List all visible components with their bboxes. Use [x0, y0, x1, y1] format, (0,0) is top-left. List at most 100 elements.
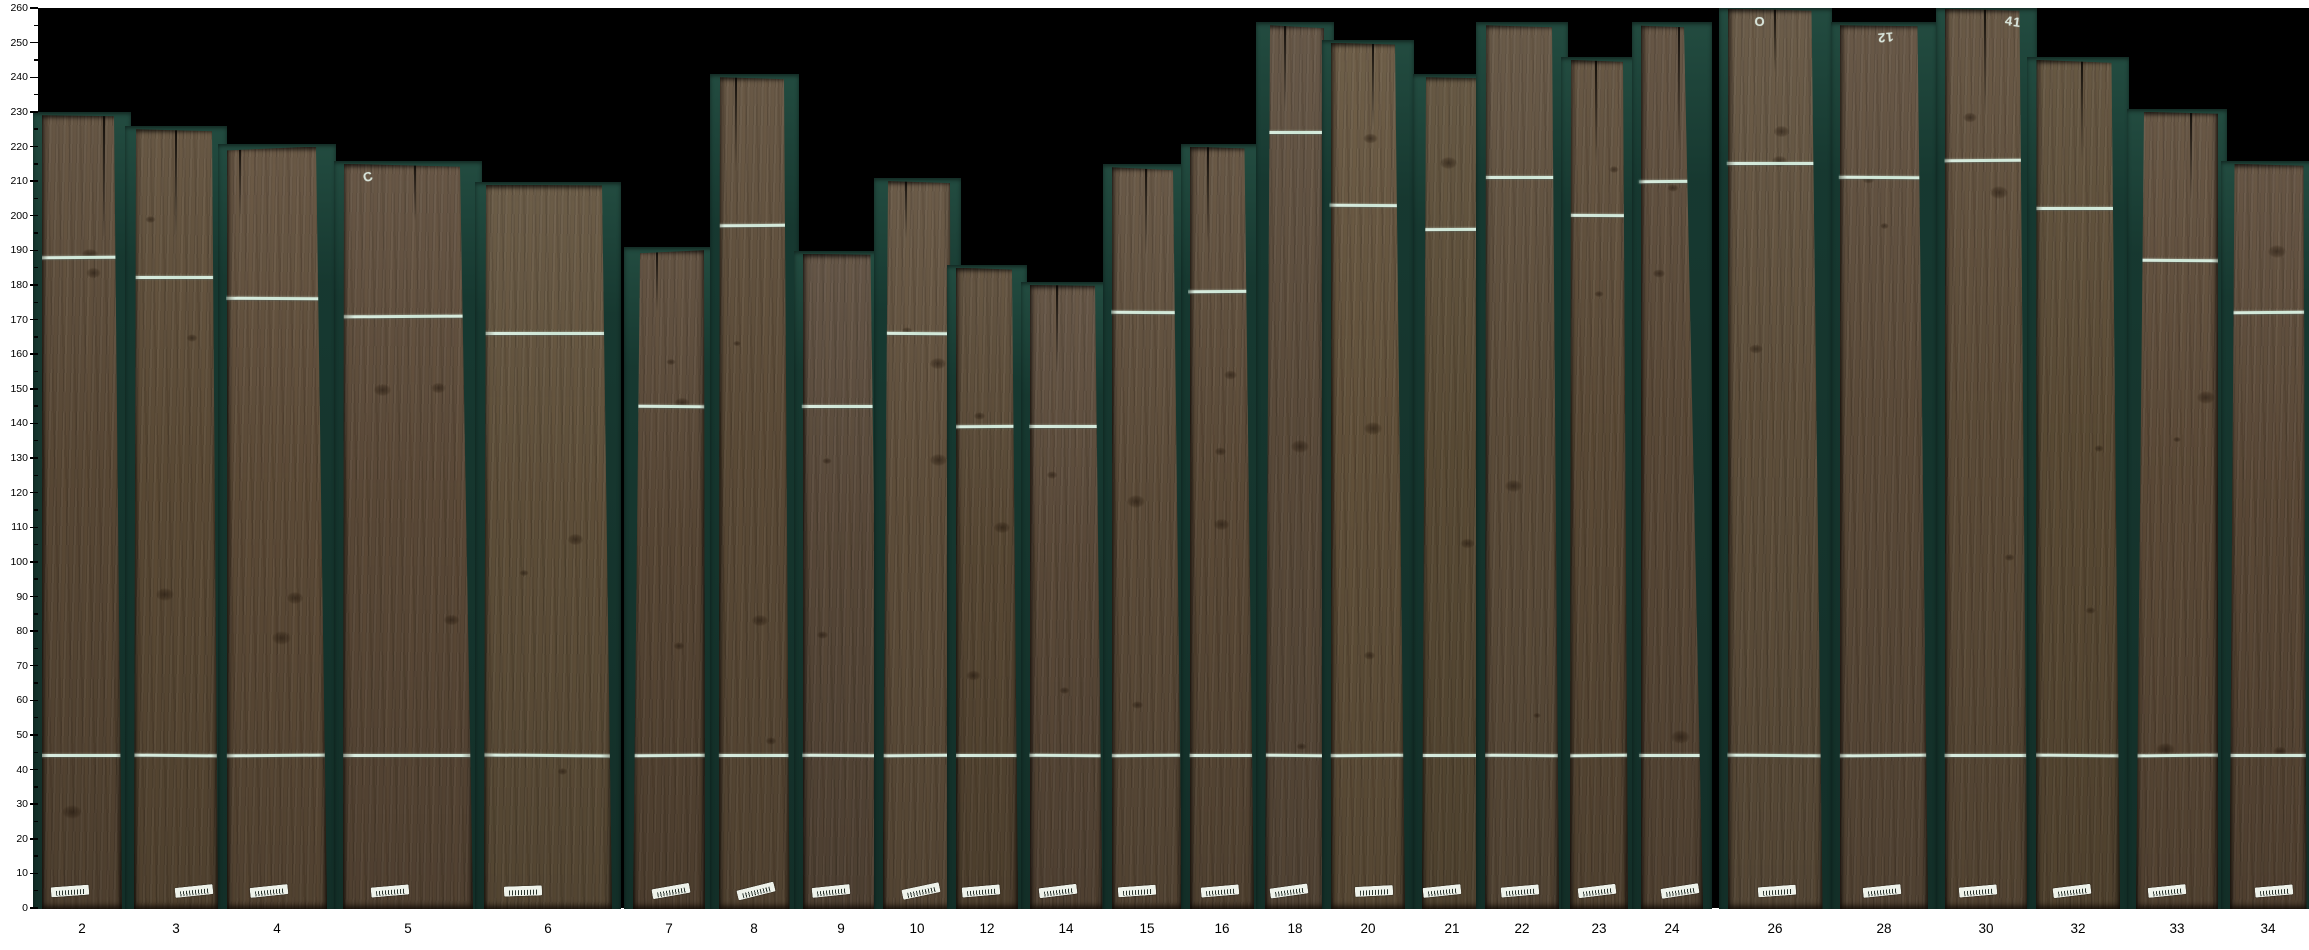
- x-category-label: 10: [909, 921, 925, 936]
- x-category-label: 9: [837, 921, 845, 936]
- barcode-sticker: [1757, 884, 1797, 898]
- wood-crack: [1055, 284, 1058, 373]
- y-major-tick: [30, 249, 38, 252]
- x-category-label: 30: [1978, 921, 1994, 936]
- y-tick-label: 220: [10, 140, 28, 153]
- upper-chalk-line: [484, 331, 612, 335]
- upper-chalk-line: [1485, 176, 1559, 180]
- x-category-label: 6: [544, 921, 552, 936]
- y-major-tick: [30, 422, 38, 425]
- y-minor-tick: [33, 336, 38, 338]
- wood-knot: [441, 612, 462, 627]
- y-minor-tick: [33, 59, 38, 61]
- y-tick-label: 30: [16, 798, 28, 811]
- upper-chalk-line: [1265, 131, 1325, 135]
- y-minor-tick: [33, 889, 38, 892]
- y-tick-label: 40: [16, 763, 28, 776]
- barcode-sticker: [50, 884, 90, 898]
- chalk-scribble: O: [1754, 13, 1766, 29]
- y-tick-label: 240: [10, 71, 28, 84]
- x-category-label: 26: [1767, 921, 1783, 936]
- wood-knot: [972, 410, 987, 421]
- board-photo: 12: [1838, 25, 1928, 909]
- y-major-tick: [30, 318, 38, 321]
- wood-knot: [1130, 700, 1145, 711]
- wood-knot: [1770, 123, 1792, 139]
- wood-knot: [2002, 552, 2016, 562]
- wood-knot: [1986, 183, 2011, 201]
- y-minor-tick: [33, 128, 38, 130]
- wood-knot: [2084, 605, 2097, 615]
- y-major-tick: [30, 561, 38, 563]
- x-category-label: 14: [1058, 921, 1074, 936]
- wood-knot: [1746, 342, 1765, 355]
- wood-knot: [518, 568, 530, 577]
- wood-crack: [103, 115, 105, 244]
- wood-knot: [79, 247, 101, 263]
- wood-crack: [239, 146, 241, 220]
- lower-chalk-line: [2229, 754, 2307, 758]
- y-major-tick: [30, 664, 38, 667]
- y-major-tick: [30, 180, 38, 182]
- wood-knot: [153, 586, 177, 604]
- y-tick-label: 110: [11, 521, 28, 534]
- y-tick-label: 230: [10, 105, 28, 118]
- wood-knot: [1666, 183, 1680, 194]
- x-category-label: 20: [1360, 921, 1376, 936]
- lower-chalk-line: [1485, 753, 1559, 758]
- wood-knot: [2172, 435, 2182, 443]
- y-major-tick: [30, 595, 38, 598]
- lower-chalk-line: [1944, 754, 2028, 758]
- y-major-tick: [30, 734, 38, 736]
- lower-chalk-line: [1422, 754, 1482, 758]
- lower-chalk-line: [226, 753, 327, 758]
- barcode-sticker: [174, 884, 214, 898]
- y-minor-tick: [33, 613, 38, 615]
- board-photo: 41: [1944, 8, 2028, 909]
- lower-chalk-line: [2136, 753, 2218, 758]
- upper-chalk-line: [1029, 425, 1103, 429]
- wood-knot: [1361, 419, 1385, 437]
- y-minor-tick: [33, 232, 38, 234]
- x-category-label: 22: [1514, 921, 1530, 936]
- wood-knot: [926, 356, 949, 372]
- wood-knot: [2264, 242, 2289, 260]
- wood-knot: [991, 519, 1013, 535]
- wood-knot: [565, 531, 586, 547]
- lower-chalk-line: [134, 753, 218, 758]
- lower-chalk-line: [1838, 753, 1928, 758]
- wood-crack: [1773, 8, 1776, 73]
- x-category-label: 3: [172, 921, 180, 936]
- wood-knot: [763, 736, 778, 747]
- upper-chalk-line: [633, 404, 705, 408]
- y-major-tick: [30, 907, 38, 909]
- barcode-sticker: [1117, 884, 1157, 898]
- board-photo: [2036, 59, 2120, 909]
- y-minor-tick: [33, 197, 38, 200]
- lower-chalk-line: [1265, 753, 1325, 758]
- board-photo: [1265, 25, 1325, 909]
- board-photo: [1422, 77, 1482, 909]
- wood-knot: [1960, 110, 1979, 124]
- y-major-tick: [30, 7, 38, 9]
- y-tick-label: 170: [10, 313, 28, 326]
- barcode-sticker: [249, 884, 289, 898]
- y-tick-label: 60: [16, 694, 28, 707]
- y-minor-tick: [33, 405, 38, 407]
- upper-chalk-line: [134, 276, 218, 280]
- upper-chalk-line: [42, 255, 122, 259]
- wood-knot: [144, 215, 157, 225]
- wood-knot: [1295, 742, 1308, 752]
- wood-crack: [734, 77, 737, 169]
- wood-knot: [926, 452, 950, 469]
- upper-chalk-line: [1570, 213, 1628, 218]
- barcode-sticker: [503, 885, 543, 897]
- barcode-sticker: [1958, 884, 1998, 898]
- barcode-sticker: [811, 884, 851, 898]
- wood-knot: [284, 589, 306, 606]
- wood-knot: [1608, 164, 1620, 174]
- upper-chalk-line: [1329, 203, 1405, 208]
- board-photo: [134, 129, 218, 909]
- wood-knot: [429, 380, 448, 395]
